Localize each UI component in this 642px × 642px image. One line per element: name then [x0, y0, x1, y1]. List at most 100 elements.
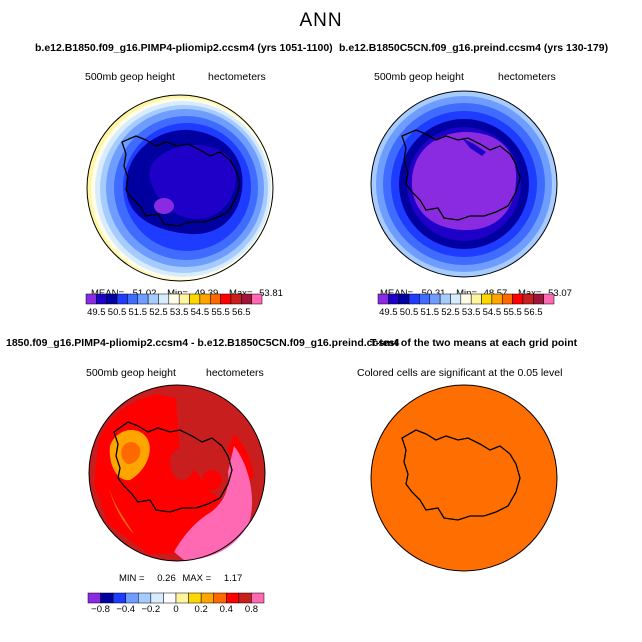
colorbar-tick-label: −0.4 — [116, 604, 136, 615]
max-label: MAX = — [182, 573, 212, 584]
colorbar-swatch — [96, 293, 107, 305]
contour-band — [174, 446, 253, 560]
panel-1-units-label: hectometers — [208, 71, 266, 83]
colorbar-swatch — [137, 293, 149, 305]
panel-3-stats: MIN = 0.26 MAX = 1.17 — [119, 573, 242, 584]
colorbar-tick-label: 54.5 — [190, 307, 210, 318]
colorbar-tick-label: 50.5 — [399, 307, 419, 318]
colorbar-swatch — [199, 293, 211, 305]
colorbar-tick-label: 50.5 — [107, 307, 127, 318]
colorbar-swatch — [419, 293, 431, 305]
colorbar-swatch — [512, 293, 524, 305]
colorbar-swatch — [147, 293, 159, 305]
colorbar-swatch — [127, 293, 139, 305]
colorbar-swatch — [522, 293, 534, 305]
colorbar-swatch — [138, 592, 152, 604]
colorbar-swatch — [543, 293, 555, 305]
colorbar-swatch — [533, 293, 544, 305]
colorbar-swatch — [470, 293, 482, 305]
min-value: 0.26 — [157, 573, 176, 584]
panel-1-colorbar-ticks: 49.5 50.5 51.5 52.5 53.5 54.5 55.5 56.5 — [86, 307, 262, 319]
colorbar-swatch — [491, 293, 503, 305]
colorbar-swatch — [125, 592, 139, 604]
colorbar-swatch — [238, 592, 252, 604]
map-border — [370, 90, 558, 278]
mean-value: 51.02 — [132, 288, 157, 299]
min-label: MIN = — [119, 573, 145, 584]
mean-label: MEAN= — [380, 288, 413, 299]
colorbar-tick-label: 52.5 — [441, 307, 460, 318]
colorbar-swatch — [450, 293, 462, 305]
colorbar-swatch — [116, 293, 128, 305]
panel-3-colorbar — [87, 592, 265, 604]
min-value: 49.39 — [194, 288, 219, 299]
colorbar-swatch — [189, 293, 201, 305]
max-label: Max= — [517, 288, 542, 299]
panel-4-title: T-test of the two means at each grid poi… — [370, 337, 578, 349]
colorbar-swatch — [112, 592, 126, 604]
map-border — [88, 384, 266, 562]
colorbar-tick-label: 0.2 — [194, 604, 208, 615]
significant-area — [371, 385, 557, 571]
panel-2-colorbar — [377, 293, 555, 305]
colorbar-tick-label: 56.5 — [524, 307, 543, 318]
colorbar-tick-label: 49.5 — [379, 307, 398, 318]
colorbar-swatch — [168, 293, 180, 305]
max-label: Max= — [228, 288, 253, 299]
colorbar-swatch — [175, 592, 189, 604]
colorbar-swatch — [501, 293, 513, 305]
mean-value: 50.31 — [421, 288, 446, 299]
colorbar-tick-label: 51.5 — [128, 307, 148, 318]
colorbar-swatch — [377, 293, 389, 305]
panel-2-field-label: 500mb geop height — [374, 71, 464, 83]
colorbar-swatch — [106, 293, 118, 305]
colorbar-swatch — [241, 293, 252, 305]
colorbar-tick-label: 53.5 — [461, 307, 481, 318]
colorbar-swatch — [188, 592, 202, 604]
panel-1-colorbar — [85, 293, 263, 305]
colorbar-tick-label: 55.5 — [503, 307, 522, 318]
antarctica-coastline — [401, 429, 521, 521]
panel-3-units-label: hectometers — [206, 367, 264, 379]
max-value: 1.17 — [223, 573, 243, 584]
panel-3-colorbar-ticks: −0.8 −0.4 −0.2 0 0.2 0.4 0.8 — [88, 604, 264, 616]
map-border — [86, 94, 274, 282]
contour-band — [149, 144, 237, 219]
colorbar-swatch — [220, 293, 232, 305]
antarctica-coastline — [401, 129, 521, 221]
colorbar-tick-label: −0.8 — [91, 604, 110, 615]
colorbar-swatch — [388, 293, 399, 305]
colorbar-swatch — [213, 592, 227, 604]
colorbar-swatch — [481, 293, 493, 305]
colorbar-swatch — [200, 592, 214, 604]
panel-3-field-label: 500mb geop height — [86, 367, 176, 379]
colorbar-tick-label: 55.5 — [211, 307, 230, 318]
panel-2-stats: MEAN= 50.31 Min= 48.57 Max= 53.07 — [380, 288, 572, 299]
panel-1-stats: MEAN= 51.02 Min= 49.39 Max= 53.81 — [91, 288, 283, 299]
colorbar-swatch — [226, 592, 240, 604]
contour-band — [169, 448, 195, 481]
page-title: ANN — [299, 10, 343, 31]
colorbar-tick-label: 0.4 — [219, 604, 233, 615]
colorbar-swatch — [163, 592, 177, 604]
max-value: 53.07 — [548, 288, 572, 299]
panel-1-polar-map — [86, 94, 274, 282]
colorbar-tick-label: −0.2 — [141, 604, 161, 615]
colorbar-swatch — [209, 293, 221, 305]
contour-band — [154, 198, 174, 214]
colorbar-tick-label: 56.5 — [232, 307, 251, 318]
colorbar-tick-label: 52.5 — [149, 307, 168, 318]
panel-4-polar-map — [370, 384, 558, 572]
panel-2-units-label: hectometers — [498, 71, 556, 83]
colorbar-swatch — [429, 293, 441, 305]
colorbar-swatch — [460, 293, 472, 305]
colorbar-swatch — [87, 592, 101, 604]
min-label: Min= — [456, 288, 477, 299]
contour-band — [411, 132, 517, 230]
colorbar-swatch — [251, 592, 265, 604]
max-value: 53.81 — [259, 288, 283, 299]
colorbar-tick-label: 54.5 — [482, 307, 502, 318]
panel-1-title: b.e12.B1850.f09_g16.PIMP4-pliomip2.ccsm4… — [35, 42, 333, 54]
panel-3-title: 1850.f09_g16.PIMP4-pliomip2.ccsm4 - b.e1… — [6, 337, 400, 349]
colorbar-tick-label: 53.5 — [169, 307, 189, 318]
